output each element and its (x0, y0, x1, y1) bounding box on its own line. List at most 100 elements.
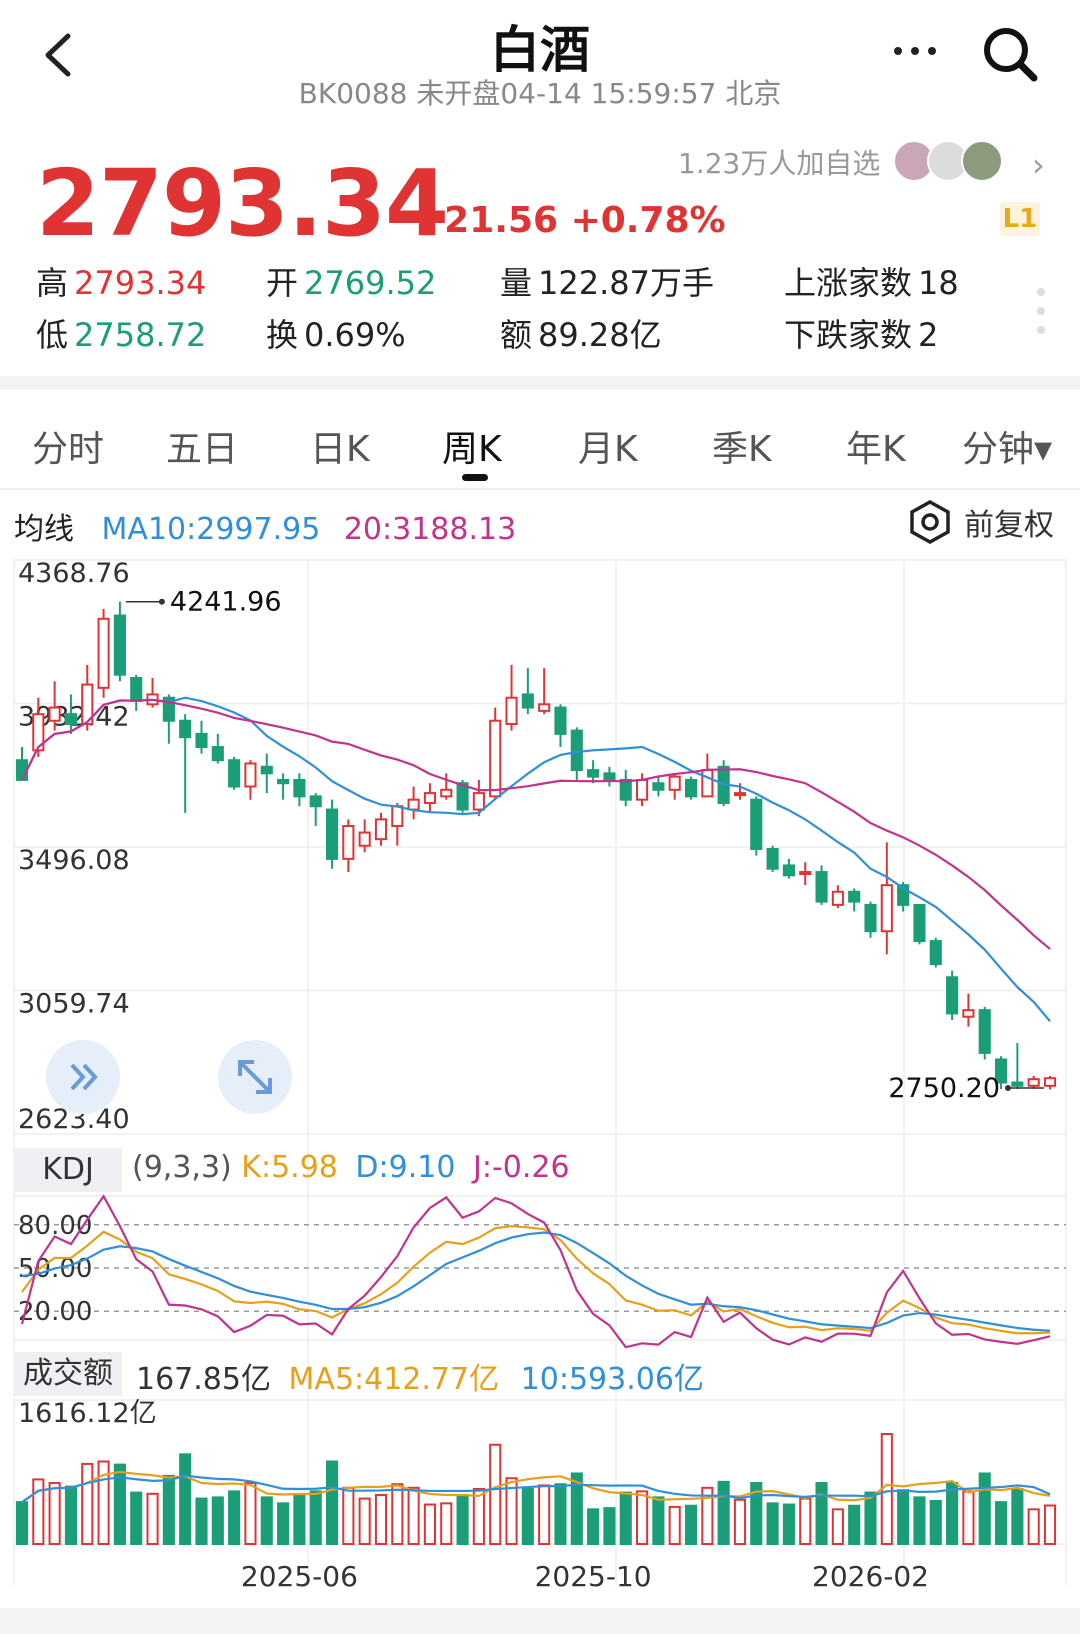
price-tick-label: 4368.76 (18, 558, 130, 589)
candle (848, 888, 861, 912)
candle (293, 773, 306, 807)
tab-five-day[interactable]: 五日 (166, 429, 239, 470)
stat-amount: 额 89.28亿 (500, 316, 662, 354)
current-price: 2793.34 (36, 150, 449, 257)
tab-daily-k[interactable]: 日K (310, 429, 370, 470)
volume-bar (799, 1497, 812, 1545)
volume-bar (505, 1477, 518, 1546)
volume-bar (456, 1493, 469, 1546)
volume-ma5: MA5:412.77亿 (288, 1362, 500, 1397)
volume-bar (766, 1502, 779, 1545)
candle (423, 783, 436, 813)
tab-quarterly-k[interactable]: 季K (712, 429, 772, 470)
candle (946, 970, 959, 1021)
volume-bar (309, 1490, 322, 1546)
volume-bar (244, 1482, 257, 1545)
candle-body (733, 792, 747, 797)
candle (1043, 1075, 1057, 1090)
back-arrow-icon[interactable] (38, 30, 78, 80)
candle (913, 903, 926, 945)
tab-yearly-k[interactable]: 年K (846, 429, 906, 470)
candle-body (766, 847, 779, 870)
page-title: 白酒 (490, 21, 590, 79)
tab-weekly-k[interactable]: 周K (442, 429, 502, 470)
section-divider (0, 376, 1080, 390)
volume-legend: 167.85亿 MA5:412.77亿 10:593.06亿 (136, 1354, 704, 1398)
volume-value: 167.85亿 (136, 1362, 271, 1397)
price-change: +21.56 +0.78% (414, 200, 726, 241)
more-options-icon[interactable] (890, 36, 940, 66)
volume-bar (97, 1460, 110, 1545)
tab-intraday[interactable]: 分时 (32, 429, 105, 470)
active-tab-indicator (462, 474, 488, 481)
candle-body (113, 614, 126, 676)
expand-stats-icon[interactable] (1034, 286, 1048, 336)
candle (587, 760, 600, 784)
candle-body (48, 706, 61, 722)
volume-indicator-button[interactable]: 成交额 (14, 1352, 122, 1396)
volume-bar (1027, 1508, 1040, 1545)
candle (505, 664, 518, 731)
candle (113, 601, 126, 682)
expand-arrows-icon (238, 1060, 272, 1094)
fullscreen-button[interactable] (218, 1040, 292, 1114)
kdj-j-line (20, 1194, 1051, 1349)
volume-bar (782, 1503, 795, 1545)
followers-count[interactable]: 1.23万人加自选 (678, 147, 881, 180)
candle-body (309, 795, 322, 808)
candle (652, 776, 665, 797)
candle-body (325, 808, 339, 860)
candle-body (962, 1009, 975, 1018)
candle-body (505, 696, 518, 726)
candle (228, 756, 241, 790)
volume-bar (750, 1482, 763, 1545)
tab-minutes[interactable]: 分钟▾ (962, 429, 1053, 470)
candle (668, 773, 681, 800)
candle (440, 773, 453, 800)
page-subtitle: BK0088 未开盘04-14 15:59:57 北京 (298, 77, 782, 110)
candle (684, 776, 698, 800)
volume-bar (521, 1488, 534, 1545)
candle (211, 733, 224, 764)
level-badge[interactable]: L1 (1000, 202, 1040, 236)
date-tick-label: 2025-10 (535, 1560, 652, 1593)
ma10-value: MA10:2997.95 (101, 512, 321, 547)
candle-body (32, 713, 45, 752)
search-icon[interactable] (980, 24, 1042, 86)
candle (179, 714, 192, 813)
candle-body (978, 1009, 991, 1054)
ma-label: 均线 (14, 512, 74, 547)
volume-bar (228, 1490, 241, 1546)
candle (81, 664, 94, 731)
candle (750, 796, 763, 856)
candle-body (636, 778, 649, 801)
candle-body (799, 871, 812, 876)
volume-bar (342, 1486, 355, 1545)
volume-bar (391, 1483, 404, 1546)
adjust-mode[interactable]: 前复权 (964, 508, 1054, 543)
kdj-d: D:9.10 (355, 1150, 456, 1185)
period-tabs: 分时 五日 日K 周K 月K 季K 年K 分钟▾ (0, 404, 1080, 474)
candle-body (15, 759, 29, 781)
volume-bar (946, 1482, 959, 1545)
date-tick-label: 2026-02 (812, 1560, 929, 1593)
candle-body (228, 759, 241, 788)
candle (962, 993, 975, 1027)
volume-bar (374, 1493, 388, 1546)
candle (929, 937, 942, 968)
candle-body (211, 746, 224, 762)
tab-monthly-k[interactable]: 月K (578, 429, 638, 470)
stat-low: 低 2758.72 (36, 316, 207, 354)
volume-bar (717, 1480, 730, 1545)
kdj-indicator-button[interactable]: KDJ (14, 1148, 122, 1192)
follower-avatars[interactable] (892, 138, 1012, 184)
volume-bar (733, 1498, 747, 1545)
kdj-legend: (9,3,3) K:5.98 D:9.10 J:-0.26 (132, 1150, 570, 1185)
candle-body (587, 769, 600, 778)
settings-hexagon-icon[interactable] (908, 500, 952, 544)
candle-body (293, 778, 306, 798)
chevron-right-icon[interactable]: › (1032, 146, 1045, 184)
volume-bar (701, 1486, 714, 1545)
candle-body (195, 732, 208, 749)
scroll-forward-button[interactable] (46, 1040, 120, 1114)
